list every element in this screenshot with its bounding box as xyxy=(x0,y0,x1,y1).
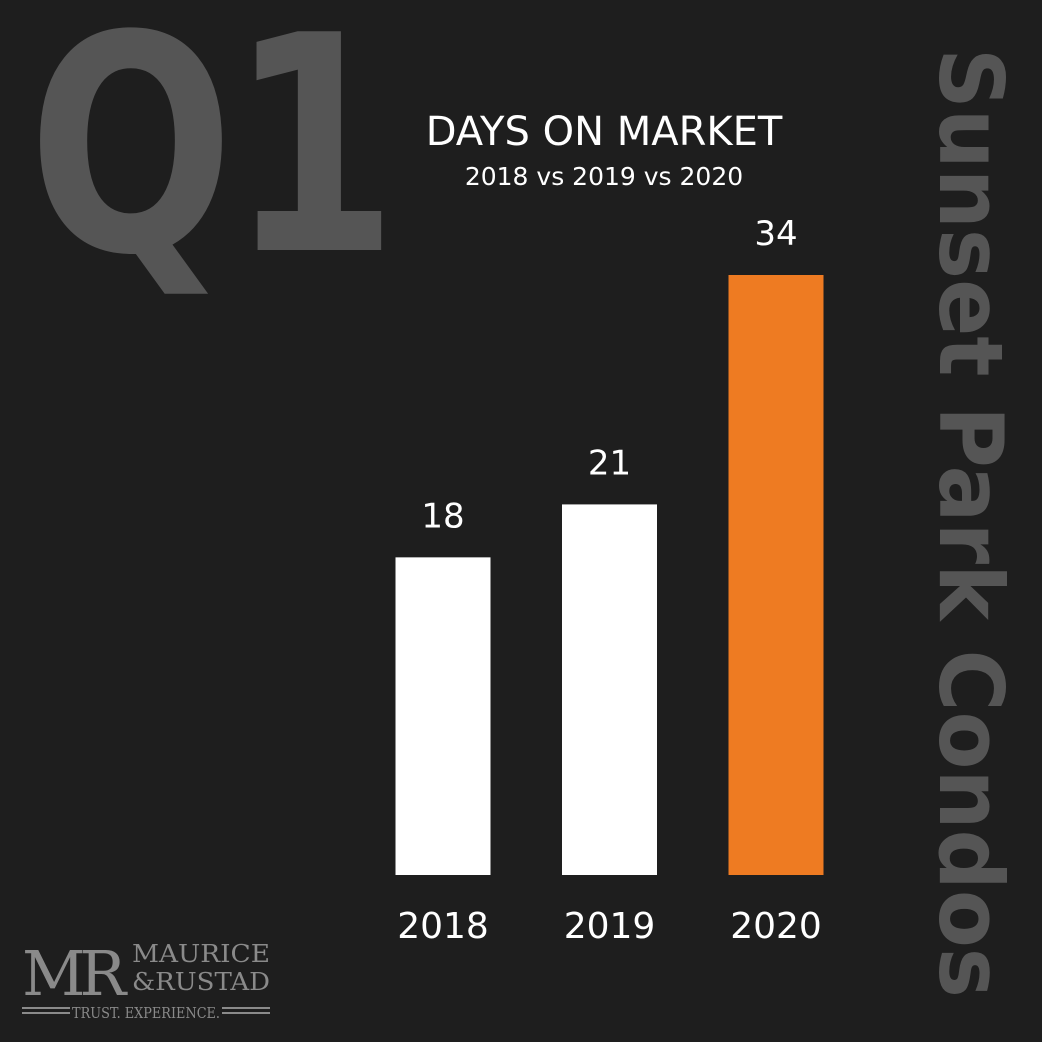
x-tick-label: 2018 xyxy=(397,906,489,947)
bar xyxy=(728,275,824,875)
logo: MR MAURICE &RUSTAD TRUST. EXPERIENCE. xyxy=(22,937,270,1022)
value-label: 34 xyxy=(754,214,797,254)
chart-subtitle: 2018 vs 2019 vs 2020 xyxy=(465,162,743,191)
logo-name-line2: &RUSTAD xyxy=(132,968,270,996)
x-tick-label: 2019 xyxy=(564,906,656,947)
logo-name-line1: MAURICE xyxy=(132,940,270,968)
bar xyxy=(395,557,491,875)
bar xyxy=(562,504,657,875)
value-label: 21 xyxy=(588,443,631,483)
value-label: 18 xyxy=(421,496,464,536)
x-tick-label: 2020 xyxy=(730,906,822,947)
side-title: Sunset Park Condos xyxy=(919,48,1022,998)
quarter-label: Q1 xyxy=(28,0,393,321)
logo-tagline: TRUST. EXPERIENCE. xyxy=(72,1004,220,1022)
logo-monogram: MR xyxy=(22,937,128,1010)
chart-title: DAYS ON MARKET xyxy=(426,109,783,155)
